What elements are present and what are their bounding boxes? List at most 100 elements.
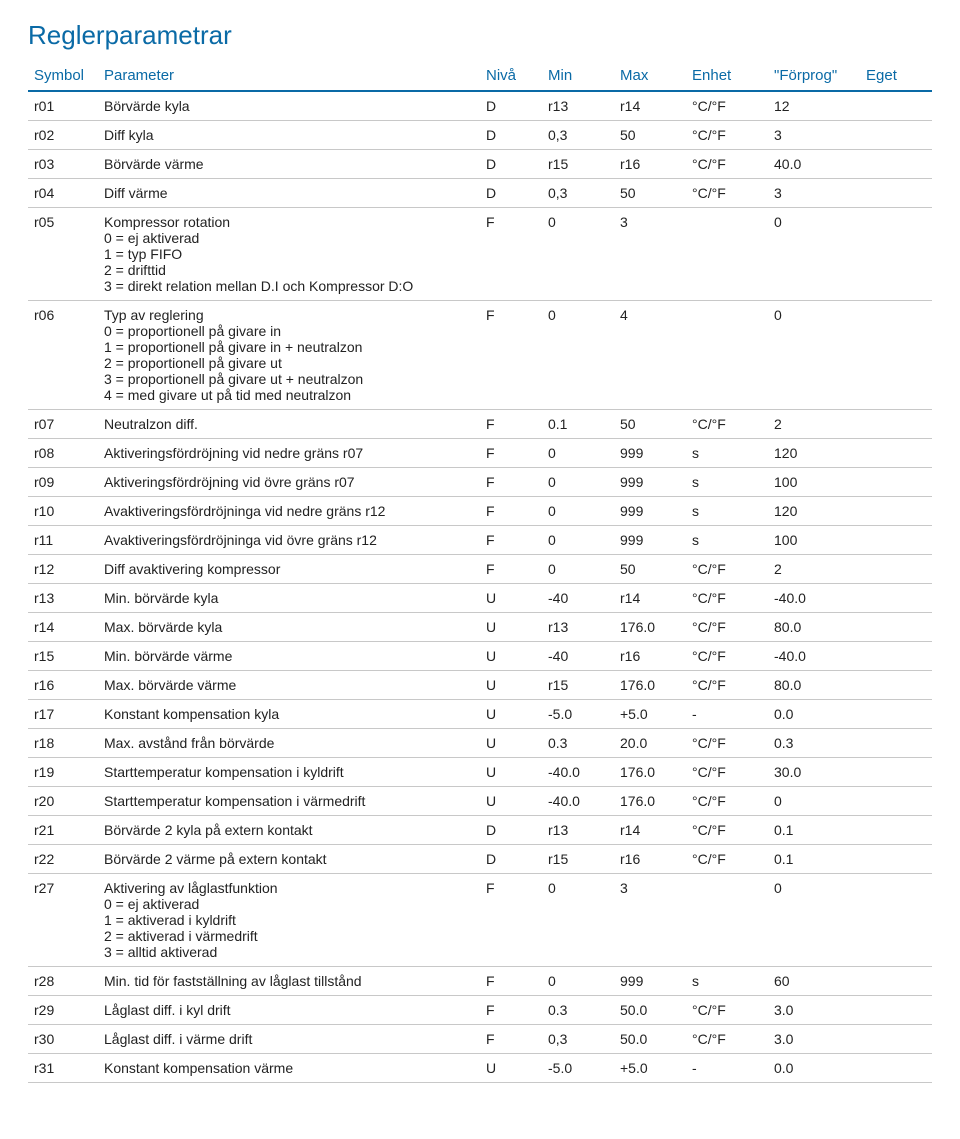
cell-eget: [860, 468, 932, 497]
cell-param: Kompressor rotation0 = ej aktiverad1 = t…: [98, 208, 480, 301]
cell-min: 0: [542, 967, 614, 996]
cell-forprog: 100: [768, 526, 860, 555]
cell-sym: r08: [28, 439, 98, 468]
cell-niva: F: [480, 301, 542, 410]
param-subline: 2 = drifttid: [104, 262, 474, 278]
cell-enhet: °C/°F: [686, 729, 768, 758]
cell-enhet: °C/°F: [686, 787, 768, 816]
cell-max: 999: [614, 967, 686, 996]
cell-enhet: °C/°F: [686, 150, 768, 179]
cell-max: 50: [614, 179, 686, 208]
cell-param: Börvärde 2 kyla på extern kontakt: [98, 816, 480, 845]
cell-sym: r01: [28, 91, 98, 121]
cell-sym: r28: [28, 967, 98, 996]
cell-niva: D: [480, 150, 542, 179]
cell-eget: [860, 758, 932, 787]
cell-enhet: °C/°F: [686, 121, 768, 150]
param-subline: 3 = alltid aktiverad: [104, 944, 474, 960]
col-max: Max: [614, 61, 686, 91]
cell-min: 0: [542, 208, 614, 301]
param-subline: 0 = proportionell på givare in: [104, 323, 474, 339]
cell-forprog: 0.1: [768, 816, 860, 845]
cell-max: 176.0: [614, 787, 686, 816]
cell-sym: r06: [28, 301, 98, 410]
cell-eget: [860, 996, 932, 1025]
cell-forprog: 2: [768, 410, 860, 439]
cell-max: 999: [614, 468, 686, 497]
cell-sym: r04: [28, 179, 98, 208]
table-row: r04Diff värmeD0,350°C/°F3: [28, 179, 932, 208]
cell-forprog: 3: [768, 179, 860, 208]
cell-sym: r12: [28, 555, 98, 584]
table-row: r28Min. tid för fastställning av låglast…: [28, 967, 932, 996]
cell-eget: [860, 671, 932, 700]
cell-max: 4: [614, 301, 686, 410]
cell-enhet: s: [686, 526, 768, 555]
cell-sym: r09: [28, 468, 98, 497]
cell-param: Låglast diff. i kyl drift: [98, 996, 480, 1025]
cell-max: 3: [614, 874, 686, 967]
table-row: r11Avaktiveringsfördröjninga vid övre gr…: [28, 526, 932, 555]
cell-forprog: 3.0: [768, 1025, 860, 1054]
cell-sym: r07: [28, 410, 98, 439]
cell-niva: F: [480, 526, 542, 555]
param-subline: 1 = aktiverad i kyldrift: [104, 912, 474, 928]
col-symbol: Symbol: [28, 61, 98, 91]
cell-sym: r02: [28, 121, 98, 150]
cell-min: r15: [542, 845, 614, 874]
cell-niva: U: [480, 700, 542, 729]
cell-min: -40: [542, 642, 614, 671]
cell-niva: D: [480, 121, 542, 150]
cell-enhet: °C/°F: [686, 91, 768, 121]
cell-eget: [860, 150, 932, 179]
param-subline: 4 = med givare ut på tid med neutralzon: [104, 387, 474, 403]
cell-enhet: s: [686, 967, 768, 996]
cell-min: 0: [542, 439, 614, 468]
cell-sym: r27: [28, 874, 98, 967]
cell-enhet: °C/°F: [686, 1025, 768, 1054]
cell-forprog: 80.0: [768, 671, 860, 700]
cell-min: 0,3: [542, 1025, 614, 1054]
cell-min: 0.1: [542, 410, 614, 439]
cell-sym: r19: [28, 758, 98, 787]
cell-param: Min. tid för fastställning av låglast ti…: [98, 967, 480, 996]
table-row: r02Diff kylaD0,350°C/°F3: [28, 121, 932, 150]
cell-param: Avaktiveringsfördröjninga vid nedre grän…: [98, 497, 480, 526]
cell-forprog: 100: [768, 468, 860, 497]
cell-eget: [860, 301, 932, 410]
cell-niva: U: [480, 671, 542, 700]
cell-eget: [860, 208, 932, 301]
page-title: Reglerparametrar: [28, 20, 932, 51]
cell-enhet: [686, 301, 768, 410]
cell-max: 50.0: [614, 996, 686, 1025]
cell-min: -40.0: [542, 787, 614, 816]
parameter-table: Symbol Parameter Nivå Min Max Enhet "För…: [28, 61, 932, 1083]
cell-eget: [860, 497, 932, 526]
col-enhet: Enhet: [686, 61, 768, 91]
cell-eget: [860, 642, 932, 671]
table-row: r08Aktiveringsfördröjning vid nedre grän…: [28, 439, 932, 468]
cell-max: 50: [614, 121, 686, 150]
cell-sym: r20: [28, 787, 98, 816]
cell-eget: [860, 613, 932, 642]
cell-forprog: 120: [768, 439, 860, 468]
cell-param: Max. avstånd från börvärde: [98, 729, 480, 758]
cell-eget: [860, 410, 932, 439]
cell-forprog: 0: [768, 874, 860, 967]
cell-niva: F: [480, 468, 542, 497]
cell-enhet: °C/°F: [686, 613, 768, 642]
cell-enhet: °C/°F: [686, 179, 768, 208]
cell-param: Börvärde 2 värme på extern kontakt: [98, 845, 480, 874]
table-row: r21Börvärde 2 kyla på extern kontaktDr13…: [28, 816, 932, 845]
cell-enhet: s: [686, 468, 768, 497]
cell-forprog: 0: [768, 787, 860, 816]
cell-enhet: [686, 874, 768, 967]
cell-min: r15: [542, 150, 614, 179]
cell-forprog: 2: [768, 555, 860, 584]
col-min: Min: [542, 61, 614, 91]
table-row: r17Konstant kompensation kylaU-5.0+5.0-0…: [28, 700, 932, 729]
table-body: r01Börvärde kylaDr13r14°C/°F12r02Diff ky…: [28, 91, 932, 1083]
cell-max: 176.0: [614, 671, 686, 700]
cell-param: Diff kyla: [98, 121, 480, 150]
cell-niva: F: [480, 967, 542, 996]
